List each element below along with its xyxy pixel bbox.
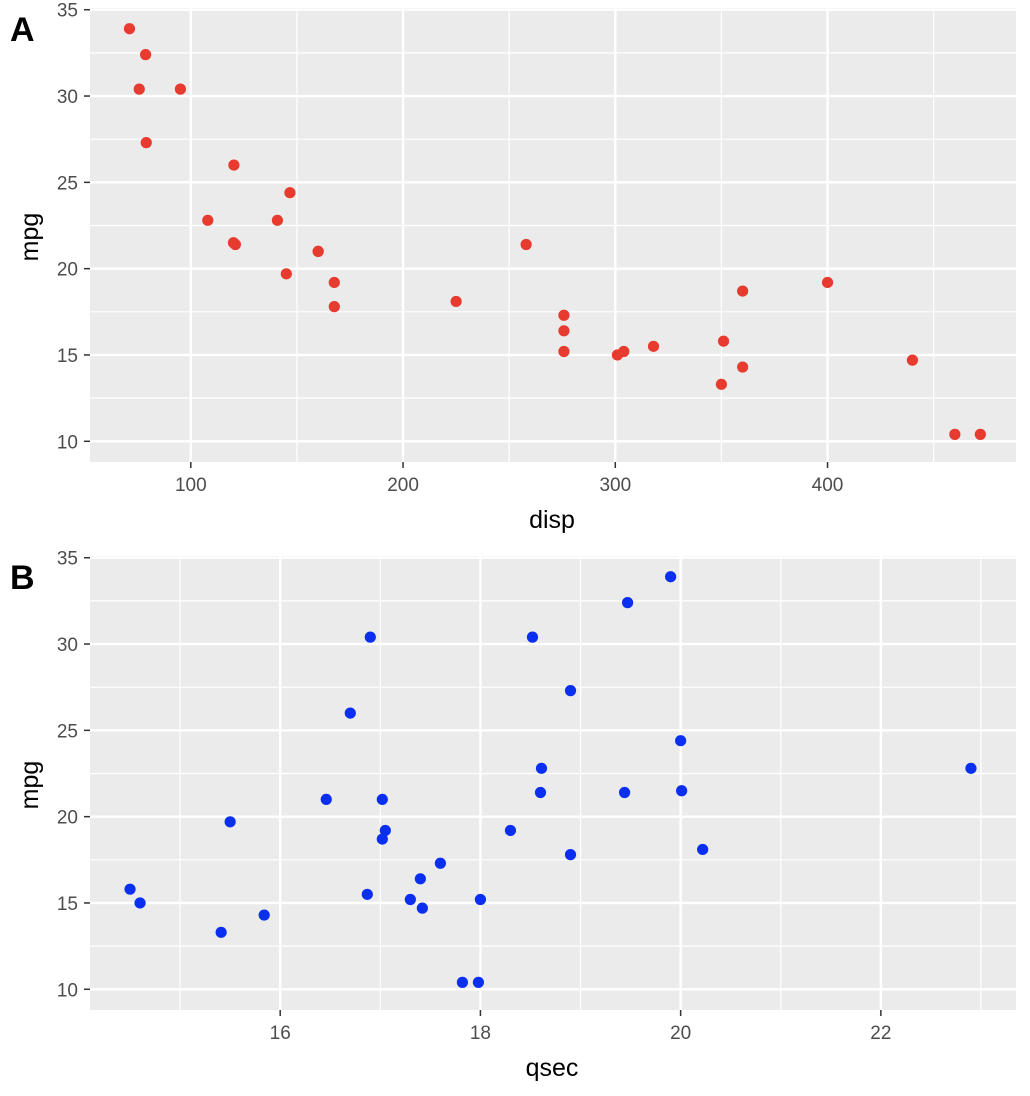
y-tick-label: 25	[57, 721, 78, 742]
panel-b: 16 18 20 22 10 15 20 25 30 35 B qsec mpg	[10, 549, 1016, 1082]
data-point	[611, 349, 624, 361]
y-tick-label: 10	[57, 432, 78, 453]
panel-a-points	[123, 23, 986, 440]
data-point	[558, 309, 570, 321]
y-tick-label: 35	[57, 1, 78, 22]
data-point	[450, 295, 462, 308]
data-point	[229, 238, 241, 251]
x-tick-label: 20	[670, 1023, 691, 1044]
y-tick-label: 15	[57, 346, 78, 367]
data-point	[618, 786, 631, 799]
data-point	[821, 276, 834, 289]
x-tick-label: 400	[812, 475, 844, 496]
data-point	[906, 354, 919, 366]
data-point	[124, 883, 136, 895]
y-tick-label: 30	[57, 87, 78, 108]
x-tick-label: 200	[387, 475, 419, 496]
panel-a-background	[90, 8, 1016, 462]
data-point	[133, 83, 145, 95]
panel-b-x-axis-title: qsec	[526, 1054, 579, 1082]
data-point	[364, 631, 376, 643]
data-point	[379, 824, 391, 837]
data-point	[414, 873, 426, 885]
data-point	[526, 631, 539, 643]
data-point	[675, 735, 687, 747]
data-point	[715, 378, 728, 390]
data-point	[271, 214, 284, 226]
y-tick-label: 10	[57, 980, 78, 1001]
data-point	[949, 428, 961, 440]
data-point	[474, 893, 487, 906]
data-point	[621, 597, 634, 609]
data-point	[535, 762, 548, 774]
x-tick-label: 100	[175, 475, 207, 496]
x-tick-label: 18	[470, 1023, 491, 1044]
data-point	[717, 335, 730, 347]
data-point	[676, 785, 688, 797]
x-tick-label: 22	[870, 1023, 891, 1044]
panel-a-grid	[90, 8, 1016, 462]
data-point	[280, 268, 292, 280]
panel-b-letter: B	[10, 559, 35, 597]
data-point	[520, 238, 532, 251]
data-point	[558, 345, 570, 358]
data-point	[647, 340, 660, 352]
data-point	[434, 857, 446, 869]
data-point	[697, 843, 709, 856]
panel-b-ticks: 16 18 20 22 10 15 20 25 30 35	[57, 549, 892, 1044]
data-point	[134, 897, 146, 909]
y-tick-label: 15	[57, 894, 78, 915]
panel-a-y-axis-title: mpg	[16, 213, 44, 262]
x-tick-label: 300	[599, 475, 631, 496]
panel-b-y-axis-title: mpg	[16, 761, 44, 810]
data-point	[472, 976, 485, 988]
data-point	[224, 816, 236, 828]
data-point	[376, 793, 388, 805]
data-point	[404, 893, 416, 906]
data-point	[558, 325, 570, 337]
data-point	[328, 276, 340, 289]
data-point	[974, 428, 986, 440]
panel-b-background	[90, 556, 1016, 1010]
data-point	[140, 49, 152, 61]
data-point	[737, 361, 749, 373]
panel-a-letter: A	[10, 11, 35, 49]
data-point	[737, 285, 749, 297]
panel-a-ticks: 100 200 300 400 10 15 20 25 30 35	[57, 1, 844, 496]
panel-a: 100 200 300 400 10 15 20 25 30 35 A disp mpg	[10, 1, 1016, 534]
data-point	[202, 214, 214, 226]
data-point	[456, 976, 469, 988]
y-tick-label: 20	[57, 808, 78, 829]
data-point	[320, 793, 332, 805]
data-point	[312, 245, 324, 257]
data-point	[534, 786, 547, 799]
y-tick-label: 30	[57, 635, 78, 656]
data-point	[174, 83, 187, 95]
data-point	[416, 902, 428, 914]
data-point	[665, 571, 677, 583]
y-tick-label: 35	[57, 549, 78, 570]
data-point	[361, 888, 373, 900]
data-point	[965, 762, 977, 774]
x-tick-label: 16	[270, 1023, 291, 1044]
data-point	[284, 187, 296, 199]
data-point	[258, 909, 270, 921]
data-point	[564, 685, 577, 697]
panel-b-grid	[90, 556, 1016, 1010]
panel-a-x-axis-title: disp	[529, 506, 575, 534]
panel-b-points	[124, 571, 977, 988]
y-tick-label: 25	[57, 173, 78, 194]
data-point	[328, 301, 340, 313]
data-point	[344, 707, 356, 719]
y-tick-label: 20	[57, 260, 78, 281]
data-point	[140, 137, 152, 149]
data-point	[215, 926, 227, 938]
data-point	[228, 159, 240, 171]
data-point	[376, 833, 388, 845]
data-point	[504, 824, 517, 837]
data-point	[123, 23, 136, 35]
data-point	[564, 849, 577, 861]
